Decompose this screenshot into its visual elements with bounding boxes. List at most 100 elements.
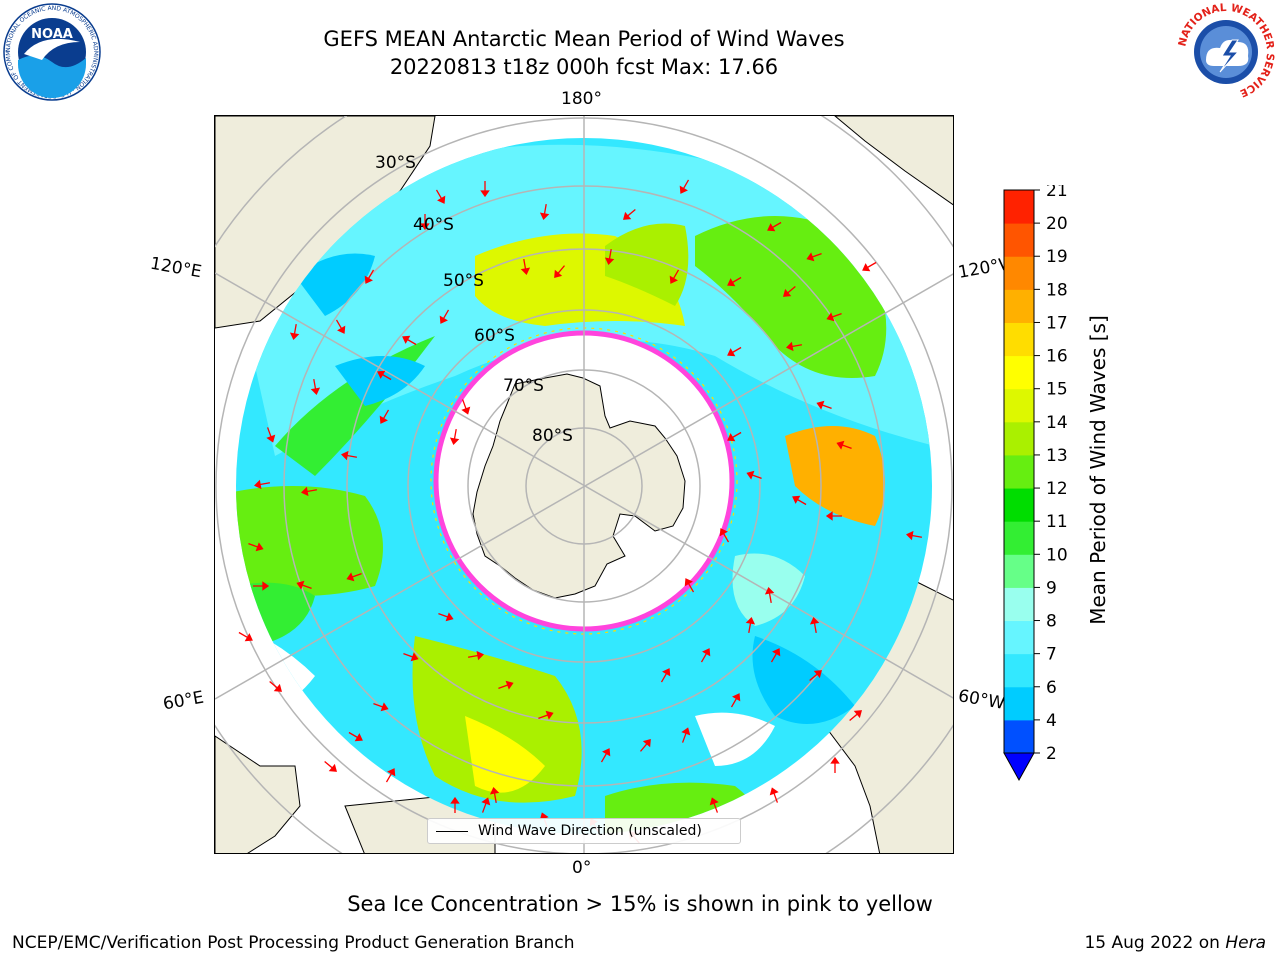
wind-wave-arrow — [719, 528, 730, 543]
colorbar-tick-label: 19 — [1046, 247, 1068, 267]
colorbar-tick-label: 10 — [1046, 545, 1068, 565]
wind-wave-arrow — [746, 470, 762, 480]
legend-label: Wind Wave Direction (unscaled) — [478, 823, 702, 839]
wind-wave-arrow — [266, 427, 276, 443]
wind-wave-arrow — [481, 797, 491, 813]
wind-wave-arrow — [727, 431, 742, 442]
wind-wave-arrow — [438, 612, 454, 622]
wind-wave-arrow — [727, 346, 742, 357]
wind-wave-arrow — [373, 702, 389, 712]
wind-wave-arrow — [489, 787, 500, 804]
wind-wave-arrow — [770, 648, 781, 663]
colorbar-cell — [1004, 719, 1034, 754]
noaa-logo-icon: NATIONAL OCEANIC AND ATMOSPHERIC ADMINIS… — [2, 2, 101, 101]
wind-wave-arrow — [849, 710, 862, 721]
wind-wave-arrow — [461, 399, 471, 415]
wind-wave-arrow — [377, 370, 392, 381]
colorbar-tick-label: 11 — [1046, 512, 1068, 532]
lat-label-70s: 70°S — [503, 376, 544, 396]
legend-line-swatch — [436, 831, 468, 832]
wind-wave-arrow — [836, 440, 852, 450]
lat-label-80s: 80°S — [532, 426, 573, 446]
colorbar-cell — [1004, 488, 1034, 522]
lat-label-40s: 40°S — [413, 215, 454, 235]
footer-credit: NCEP/EMC/Verification Post Processing Pr… — [12, 933, 575, 953]
wind-wave-arrow — [554, 265, 565, 278]
footer-host: Hera — [1225, 933, 1266, 953]
footer-date: 15 Aug 2022 on Hera — [1084, 933, 1266, 953]
colorbar-cell — [1004, 587, 1034, 622]
wind-wave-arrow — [346, 572, 362, 582]
wind-wave-arrow — [640, 739, 651, 752]
wind-wave-arrow — [539, 203, 550, 220]
colorbar-cell — [1004, 289, 1034, 323]
wind-wave-arrow — [310, 378, 321, 395]
colorbar-tick-label: 16 — [1046, 347, 1068, 367]
wind-wave-arrow — [379, 409, 390, 424]
wind-wave-arrow — [480, 181, 490, 198]
wind-wave-arrow — [435, 189, 446, 204]
wind-wave-arrow — [253, 581, 270, 591]
colorbar-cell — [1004, 554, 1034, 588]
wind-wave-arrow — [341, 450, 358, 461]
colorbar-cell — [1004, 355, 1034, 390]
wind-wave-arrow — [254, 479, 271, 490]
wind-wave-arrow — [862, 261, 877, 272]
wind-wave-arrow — [809, 670, 822, 681]
colorbar-tick-label: 20 — [1046, 214, 1068, 234]
colorbar-extend-triangle — [1003, 752, 1035, 782]
wind-wave-arrow — [335, 319, 346, 334]
wind-wave-arrow — [764, 587, 775, 604]
colorbar-tick-label: 9 — [1046, 578, 1057, 598]
lon-label-120e: 120°E — [148, 253, 204, 283]
colorbar-tick-label: 7 — [1046, 645, 1057, 665]
wind-wave-arrow — [364, 269, 375, 284]
wind-wave-arrow — [681, 727, 691, 743]
colorbar-cell — [1004, 388, 1034, 423]
noaa-logo-text: NOAA — [31, 27, 73, 42]
wind-wave-arrow — [248, 542, 264, 552]
colorbar-tick-label: 2 — [1046, 744, 1057, 764]
colorbar-tick-label: 17 — [1046, 313, 1068, 333]
wind-wave-arrow — [792, 495, 807, 506]
wind-wave-arrow — [679, 179, 690, 194]
wind-wave-arrow — [449, 428, 460, 445]
wind-wave-arrow — [826, 312, 842, 322]
colorbar-tick-label: 6 — [1046, 678, 1057, 698]
wind-wave-arrow — [730, 693, 741, 708]
colorbar-tick-label: 4 — [1046, 711, 1057, 731]
wind-wave-arrow — [816, 400, 832, 410]
colorbar-tick-label: 13 — [1046, 446, 1068, 466]
wind-wave-arrow — [786, 341, 803, 352]
colorbar-cell — [1004, 620, 1034, 655]
chart-subtitle: 20220813 t18z 000h fcst Max: 17.66 — [389, 55, 779, 79]
lon-label-0: 0° — [572, 858, 592, 878]
colorbar-cell — [1004, 223, 1034, 257]
wind-wave-arrow — [467, 650, 484, 661]
lat-label-50s: 50°S — [443, 271, 484, 291]
wind-wave-arrow — [385, 768, 396, 783]
wind-wave-arrow — [324, 761, 337, 772]
wind-wave-arrows — [238, 179, 923, 844]
wind-wave-arrow — [403, 652, 419, 662]
wind-wave-arrow — [600, 748, 611, 763]
colorbar-frame — [1003, 189, 1035, 754]
wind-wave-arrow — [825, 511, 842, 521]
lat-label-30s: 30°S — [375, 153, 416, 173]
wind-wave-arrow — [769, 787, 779, 803]
map-panel — [214, 115, 954, 854]
wind-wave-arrow — [289, 323, 300, 340]
footer-date-text: 15 Aug 2022 on — [1084, 933, 1226, 953]
wind-wave-arrow — [830, 756, 840, 773]
wind-wave-arrow — [402, 335, 417, 346]
wind-wave-arrow — [439, 309, 450, 324]
lon-label-60e: 60°E — [161, 687, 206, 715]
lon-label-60w: 60°W — [956, 686, 1007, 714]
colorbar-ticks: 2 4 6 7 8 9 10 11 12 13 14 15 16 17 18 19 20 21 — [1034, 185, 1068, 764]
wind-wave-arrow — [301, 486, 318, 497]
polar-map — [215, 116, 953, 853]
wind-wave-arrow — [700, 648, 711, 663]
colorbar-cell — [1004, 322, 1034, 357]
colorbar: 2 4 6 7 8 9 10 11 12 13 14 15 16 17 18 19 20 21 — [1003, 185, 1068, 782]
map-legend: Wind Wave Direction (unscaled) — [427, 818, 741, 844]
